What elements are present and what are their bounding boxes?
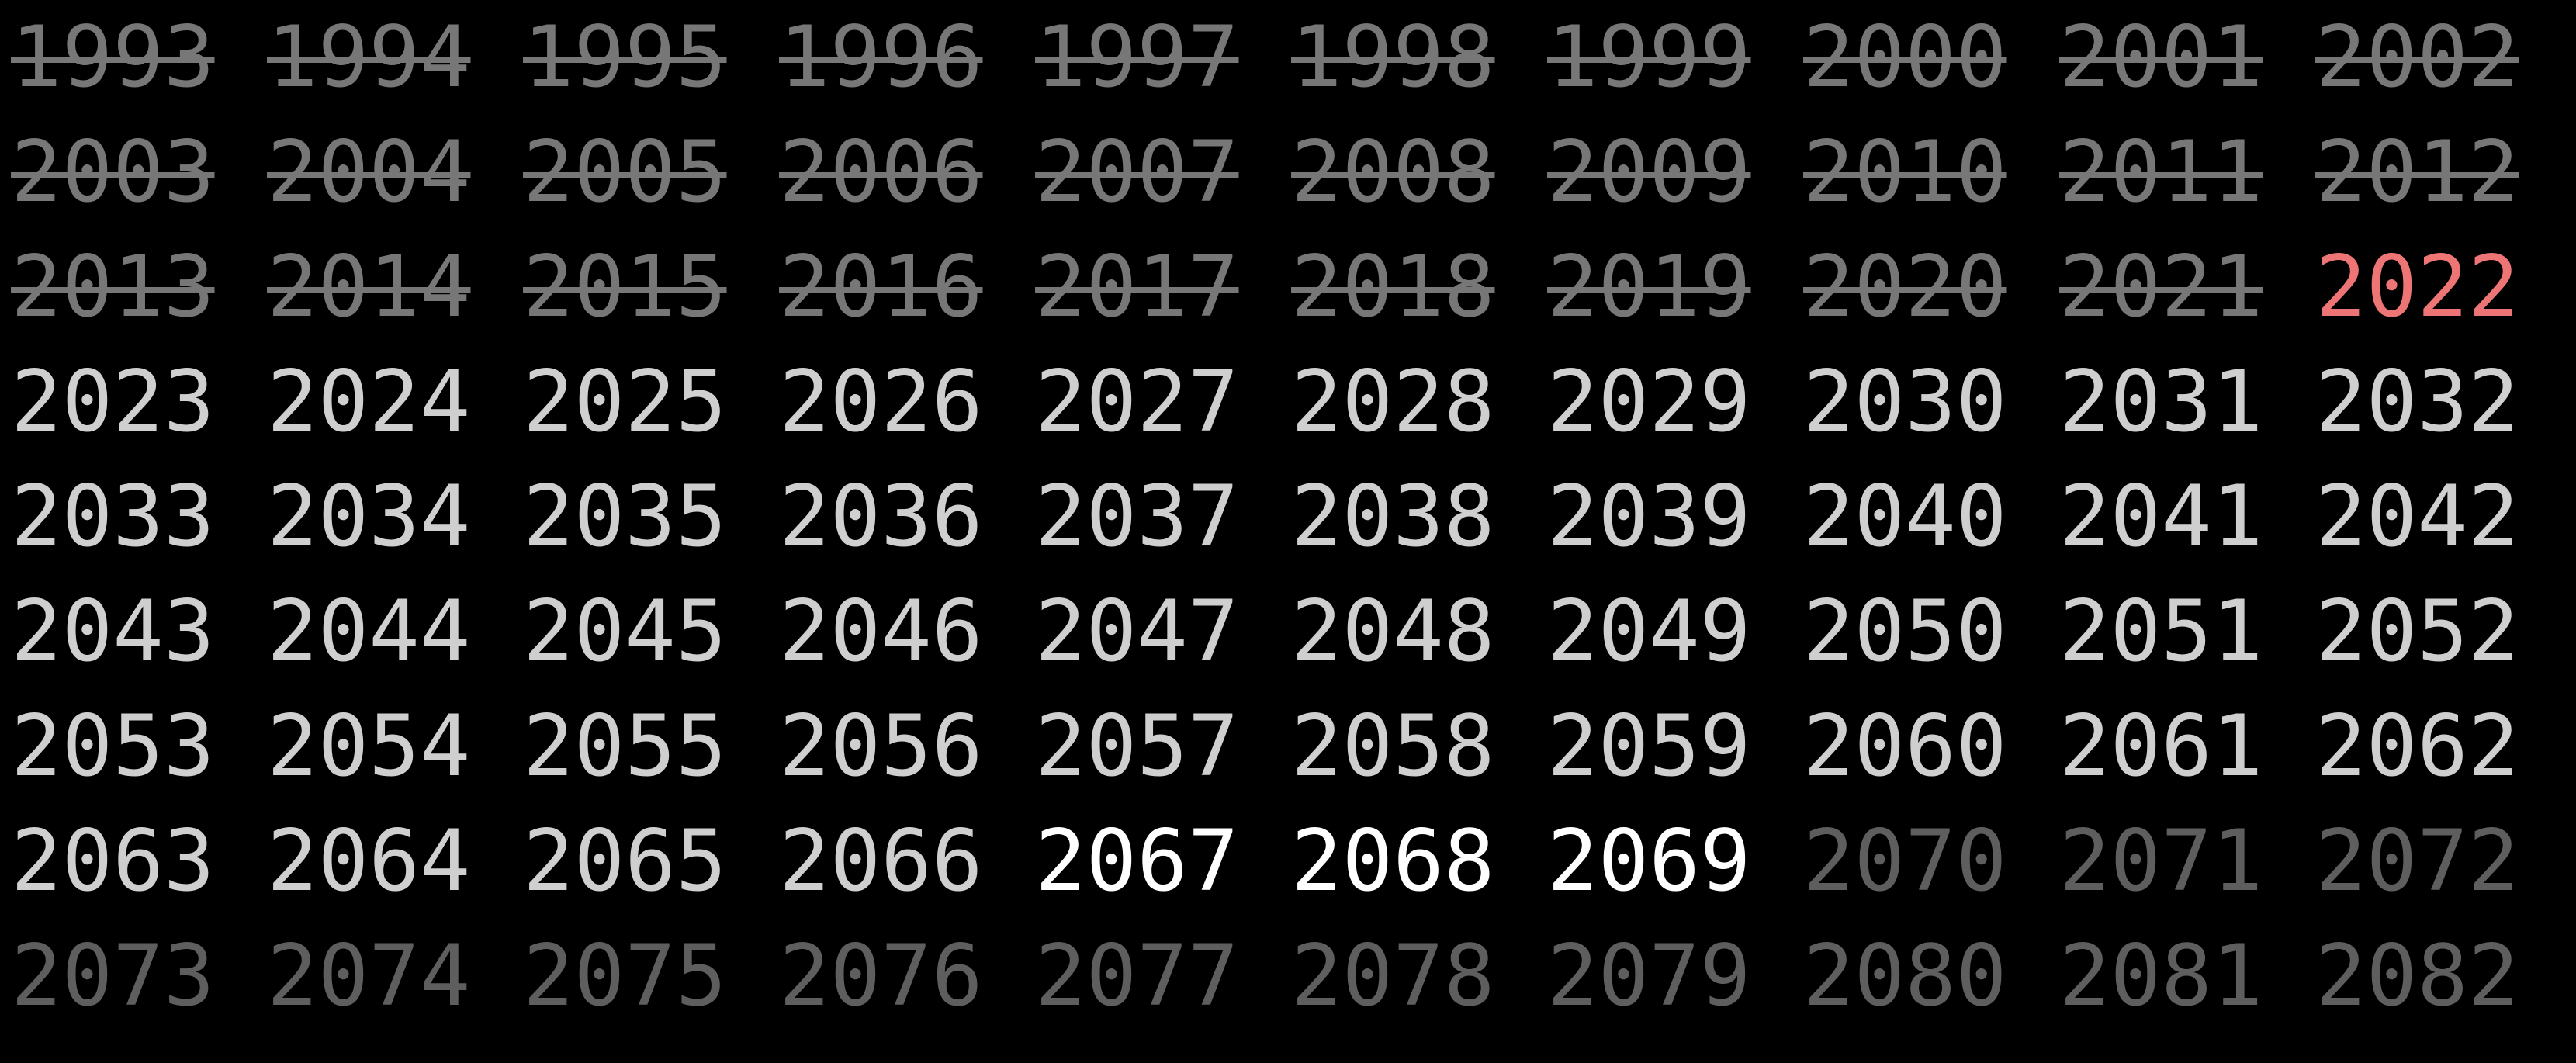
year-crossed: 1993 [11,8,215,106]
year-future: 2049 [1547,582,1751,680]
year-crossed: 2005 [523,123,727,221]
year-future: 2027 [1035,352,1239,451]
year-crossed: 2014 [267,237,471,336]
year-dim: 2072 [2315,812,2519,910]
year-future: 2057 [1035,697,1239,795]
year-future: 2054 [267,697,471,795]
year-dim: 2070 [1803,812,2007,910]
year-future: 2058 [1291,697,1495,795]
year-future: 2033 [11,467,215,566]
year-future: 2048 [1291,582,1495,680]
year-highlight: 2068 [1291,812,1495,910]
year-future: 2060 [1803,697,2007,795]
year-crossed: 2018 [1291,237,1495,336]
year-crossed: 2003 [11,123,215,221]
year-crossed: 1997 [1035,8,1239,106]
year-future: 2059 [1547,697,1751,795]
year-future: 2065 [523,812,727,910]
year-dim: 2075 [523,926,727,1025]
year-dim: 2074 [267,926,471,1025]
year-future: 2040 [1803,467,2007,566]
year-crossed: 2007 [1035,123,1239,221]
year-crossed: 2010 [1803,123,2007,221]
year-crossed: 2013 [11,237,215,336]
year-crossed: 2004 [267,123,471,221]
year-future: 2038 [1291,467,1495,566]
year-current: 2022 [2315,237,2519,336]
year-future: 2042 [2315,467,2519,566]
year-crossed: 2001 [2059,8,2263,106]
year-future: 2041 [2059,467,2263,566]
year-future: 2030 [1803,352,2007,451]
year-future: 2050 [1803,582,2007,680]
year-crossed: 1996 [779,8,983,106]
year-future: 2037 [1035,467,1239,566]
year-future: 2051 [2059,582,2263,680]
year-dim: 2080 [1803,926,2007,1025]
year-crossed: 1998 [1291,8,1495,106]
year-future: 2061 [2059,697,2263,795]
year-crossed: 2006 [779,123,983,221]
year-future: 2024 [267,352,471,451]
year-crossed: 2002 [2315,8,2519,106]
year-crossed: 2021 [2059,237,2263,336]
year-future: 2052 [2315,582,2519,680]
year-future: 2031 [2059,352,2263,451]
year-dim: 2079 [1547,926,1751,1025]
year-crossed: 2012 [2315,123,2519,221]
year-future: 2034 [267,467,471,566]
year-future: 2043 [11,582,215,680]
year-future: 2053 [11,697,215,795]
year-future: 2046 [779,582,983,680]
year-future: 2055 [523,697,727,795]
year-future: 2063 [11,812,215,910]
year-highlight: 2067 [1035,812,1239,910]
year-highlight: 2069 [1547,812,1751,910]
year-crossed: 2017 [1035,237,1239,336]
year-dim: 2073 [11,926,215,1025]
year-crossed: 2000 [1803,8,2007,106]
year-crossed: 2011 [2059,123,2263,221]
year-dim: 2081 [2059,926,2263,1025]
year-crossed: 2009 [1547,123,1751,221]
year-crossed: 2016 [779,237,983,336]
year-future: 2029 [1547,352,1751,451]
year-future: 2044 [267,582,471,680]
year-dim: 2076 [779,926,983,1025]
year-future: 2025 [523,352,727,451]
year-future: 2023 [11,352,215,451]
year-future: 2062 [2315,697,2519,795]
year-future: 2035 [523,467,727,566]
year-future: 2056 [779,697,983,795]
year-crossed: 2008 [1291,123,1495,221]
year-future: 2028 [1291,352,1495,451]
year-crossed: 2020 [1803,237,2007,336]
year-grid: 1993 1994 1995 1996 1997 1998 1999 2000 2001 2002… [11,0,2576,1063]
year-future: 2032 [2315,352,2519,451]
year-crossed: 2019 [1547,237,1751,336]
year-crossed: 2015 [523,237,727,336]
year-dim: 2082 [2315,926,2519,1025]
year-future: 2066 [779,812,983,910]
year-future: 2026 [779,352,983,451]
year-future: 2039 [1547,467,1751,566]
year-future: 2047 [1035,582,1239,680]
year-crossed: 1994 [267,8,471,106]
year-future: 2045 [523,582,727,680]
year-crossed: 1995 [523,8,727,106]
year-dim: 2078 [1291,926,1495,1025]
year-dim: 2077 [1035,926,1239,1025]
year-future: 2036 [779,467,983,566]
year-crossed: 1999 [1547,8,1751,106]
year-dim: 2071 [2059,812,2263,910]
year-future: 2064 [267,812,471,910]
